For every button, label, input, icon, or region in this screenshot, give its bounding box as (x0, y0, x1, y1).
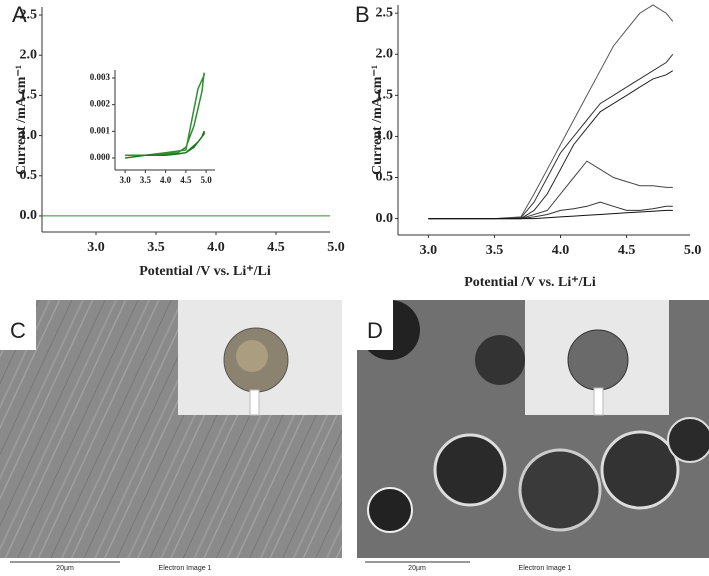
panel-label: B (355, 2, 370, 27)
panel-label: A (12, 2, 27, 27)
y-tick-label: 2.5 (376, 5, 394, 20)
sem-image-d: D 20µm Electron Image 1 (357, 300, 709, 576)
y-tick-label: 1.0 (20, 128, 38, 143)
y-tick-label: 2.0 (20, 47, 38, 62)
x-tick-label: 3.5 (147, 240, 165, 255)
y-tick-label: 2.0 (376, 47, 394, 62)
y-tick-label: 0.5 (20, 168, 38, 183)
series-line (428, 4, 674, 220)
scale-bar: 20µm (408, 565, 426, 572)
y-tick-label: 1.0 (376, 129, 394, 144)
y-axis-label: Current /mA cm⁻¹ (14, 65, 29, 175)
x-tick-label: 3.0 (420, 243, 438, 258)
x-tick-label: 4.0 (207, 240, 225, 255)
series-line (428, 70, 674, 220)
x-tick-label: 4.0 (160, 175, 172, 185)
x-tick-label: 4.5 (267, 240, 285, 255)
y-tick-label: 0.003 (90, 72, 111, 82)
caption: Electron Image 1 (159, 565, 212, 572)
x-tick-label: 3.0 (87, 240, 105, 255)
x-tick-label: 4.5 (618, 243, 636, 258)
x-axis-label: Potential /V vs. Li⁺/Li (464, 275, 596, 290)
y-tick-label: 2.5 (20, 7, 38, 22)
series-line (428, 160, 673, 220)
y-tick-label: 0.0 (376, 211, 394, 226)
series-line (125, 131, 205, 159)
sem-image-c: C 20µm Electron Image 1 (0, 300, 342, 576)
x-tick-label: 3.5 (486, 243, 504, 258)
series-line (428, 201, 673, 220)
x-axis-label: Potential /V vs. Li⁺/Li (139, 264, 271, 279)
series-line (125, 72, 205, 157)
y-tick-label: 1.5 (376, 88, 394, 103)
y-tick-label: 0.000 (90, 152, 111, 162)
panel-label: C (10, 318, 26, 343)
caption: Electron Image 1 (519, 565, 572, 572)
x-tick-label: 5.0 (327, 240, 345, 255)
y-tick-label: 0.0 (20, 208, 38, 223)
x-tick-label: 3.5 (140, 175, 152, 185)
x-tick-label: 5.0 (684, 243, 702, 258)
x-tick-label: 4.0 (552, 243, 570, 258)
series-line (428, 53, 674, 220)
x-tick-label: 5.0 (200, 175, 212, 185)
panel-label: D (367, 318, 383, 343)
x-tick-label: 4.5 (180, 175, 192, 185)
y-tick-label: 0.002 (90, 99, 111, 109)
y-axis-label: Current /mA cm⁻¹ (370, 65, 385, 175)
series-line (428, 209, 673, 220)
y-tick-label: 0.5 (376, 170, 394, 185)
x-tick-label: 3.0 (119, 175, 131, 185)
y-tick-label: 1.5 (20, 88, 38, 103)
scale-bar: 20µm (56, 565, 74, 572)
y-tick-label: 0.001 (90, 125, 111, 135)
